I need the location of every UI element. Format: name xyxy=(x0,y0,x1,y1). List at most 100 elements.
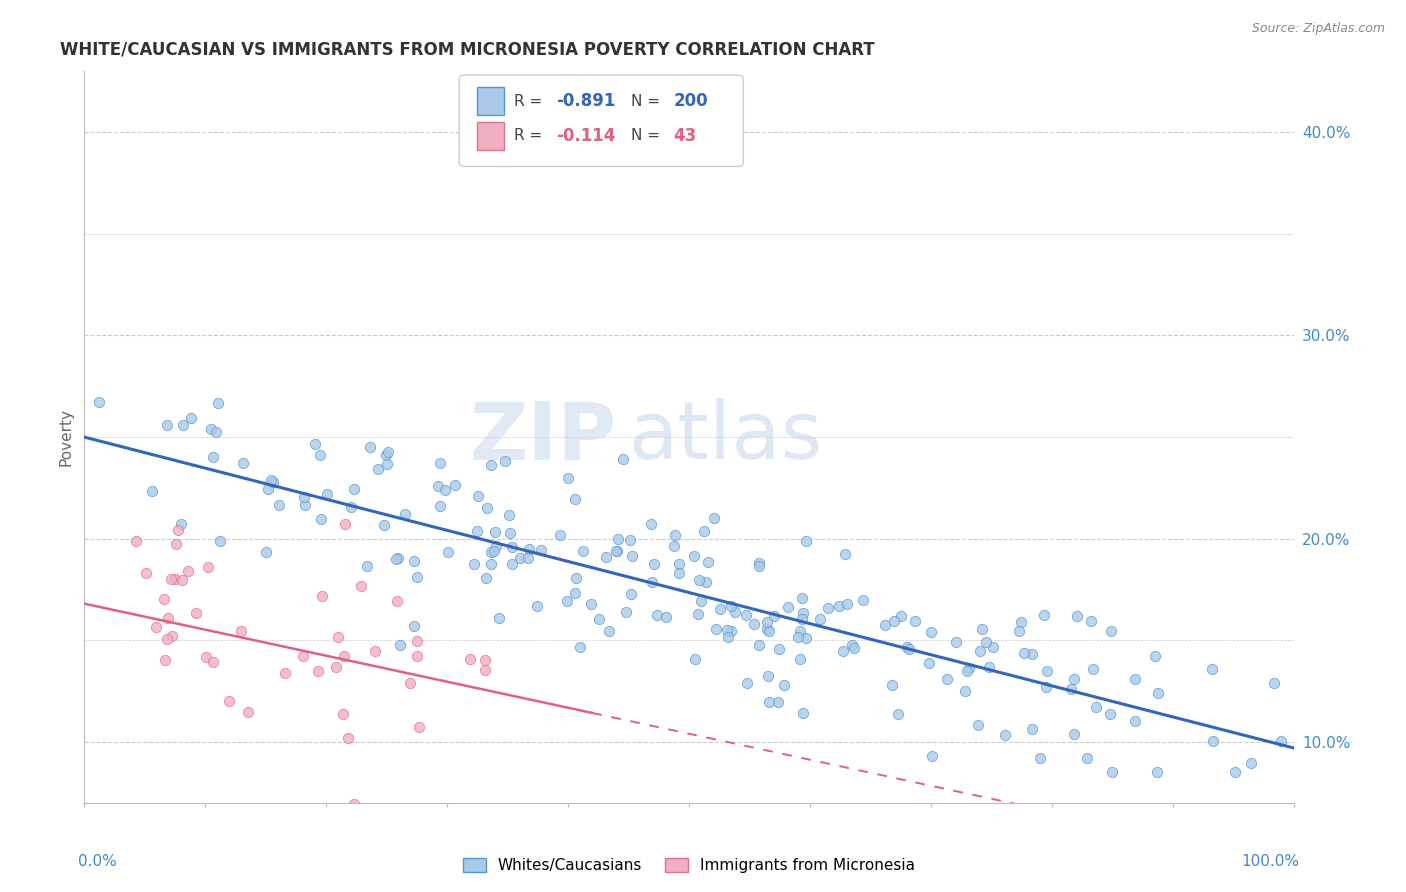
Point xyxy=(977,660,1000,674)
Point xyxy=(686,607,709,621)
Point xyxy=(335,516,357,531)
Point xyxy=(336,731,359,746)
Point xyxy=(683,652,706,666)
Point xyxy=(162,629,184,643)
Point xyxy=(758,695,780,709)
Point xyxy=(404,619,426,633)
Point xyxy=(773,678,796,692)
Point xyxy=(209,533,232,548)
Point xyxy=(697,555,720,569)
Point xyxy=(605,544,627,558)
Point xyxy=(202,450,225,465)
Point xyxy=(645,607,668,622)
Point xyxy=(1029,751,1052,765)
Point xyxy=(364,644,387,658)
Point xyxy=(904,614,927,628)
Point xyxy=(842,640,865,655)
Point xyxy=(135,566,157,581)
Point xyxy=(218,694,240,708)
Point xyxy=(1021,647,1043,661)
Legend: Whites/Caucasians, Immigrants from Micronesia: Whites/Caucasians, Immigrants from Micro… xyxy=(457,852,921,880)
Point xyxy=(325,659,347,673)
Y-axis label: Poverty: Poverty xyxy=(58,408,73,467)
Point xyxy=(695,575,717,590)
Text: N =: N = xyxy=(631,128,665,144)
Point xyxy=(387,551,409,566)
Point xyxy=(177,564,200,578)
Point xyxy=(875,618,897,632)
Point xyxy=(882,678,904,692)
Point xyxy=(796,534,818,549)
Point xyxy=(402,554,425,568)
Point xyxy=(614,605,637,619)
Point xyxy=(1202,733,1225,747)
Point xyxy=(292,649,315,664)
FancyBboxPatch shape xyxy=(478,87,503,115)
Point xyxy=(172,417,194,432)
Point xyxy=(789,651,811,665)
Point xyxy=(479,558,502,572)
Point xyxy=(406,648,429,663)
Point xyxy=(956,665,979,679)
Point xyxy=(467,489,489,503)
Point xyxy=(704,623,727,637)
Point xyxy=(945,635,967,649)
Text: 0.0%: 0.0% xyxy=(79,854,117,869)
Point xyxy=(735,607,758,622)
Point xyxy=(557,471,579,485)
Text: atlas: atlas xyxy=(628,398,823,476)
Point xyxy=(994,728,1017,742)
Point xyxy=(834,547,856,561)
Point xyxy=(145,620,167,634)
Point xyxy=(768,694,790,708)
Point xyxy=(229,624,252,638)
Point xyxy=(748,638,770,652)
Point xyxy=(564,492,586,507)
Point xyxy=(1012,646,1035,660)
Point xyxy=(304,437,326,451)
Point xyxy=(204,425,226,440)
Point xyxy=(1101,765,1123,780)
Point xyxy=(883,614,905,628)
Point xyxy=(607,532,630,546)
Point xyxy=(619,533,641,547)
Point xyxy=(141,483,163,498)
Point xyxy=(1147,686,1170,700)
Point xyxy=(620,549,643,564)
Point xyxy=(693,524,716,538)
Point xyxy=(683,549,706,564)
Point xyxy=(974,634,997,648)
Point xyxy=(690,594,713,608)
Point xyxy=(509,550,531,565)
Point xyxy=(1008,624,1031,638)
Point xyxy=(1143,648,1166,663)
Point xyxy=(257,482,280,496)
Point xyxy=(817,600,839,615)
Point xyxy=(267,498,290,512)
Point xyxy=(957,660,980,674)
Point xyxy=(479,458,502,473)
Point xyxy=(841,639,863,653)
Text: Source: ZipAtlas.com: Source: ZipAtlas.com xyxy=(1251,22,1385,36)
Point xyxy=(548,528,571,542)
Point xyxy=(184,606,207,620)
Text: 100.0%: 100.0% xyxy=(1241,854,1299,869)
Point xyxy=(294,498,316,512)
Point xyxy=(501,557,523,571)
Point xyxy=(890,609,912,624)
Point xyxy=(475,500,498,515)
Point xyxy=(405,570,427,584)
Point xyxy=(194,649,217,664)
Point xyxy=(373,517,395,532)
Point xyxy=(484,524,506,539)
Point xyxy=(274,666,297,681)
Point xyxy=(172,573,194,587)
Point xyxy=(156,417,179,432)
Point xyxy=(479,545,502,559)
Point xyxy=(311,590,333,604)
Text: N =: N = xyxy=(631,94,665,109)
Point xyxy=(367,461,389,475)
Point xyxy=(703,511,725,525)
Point xyxy=(437,545,460,559)
FancyBboxPatch shape xyxy=(478,122,503,150)
